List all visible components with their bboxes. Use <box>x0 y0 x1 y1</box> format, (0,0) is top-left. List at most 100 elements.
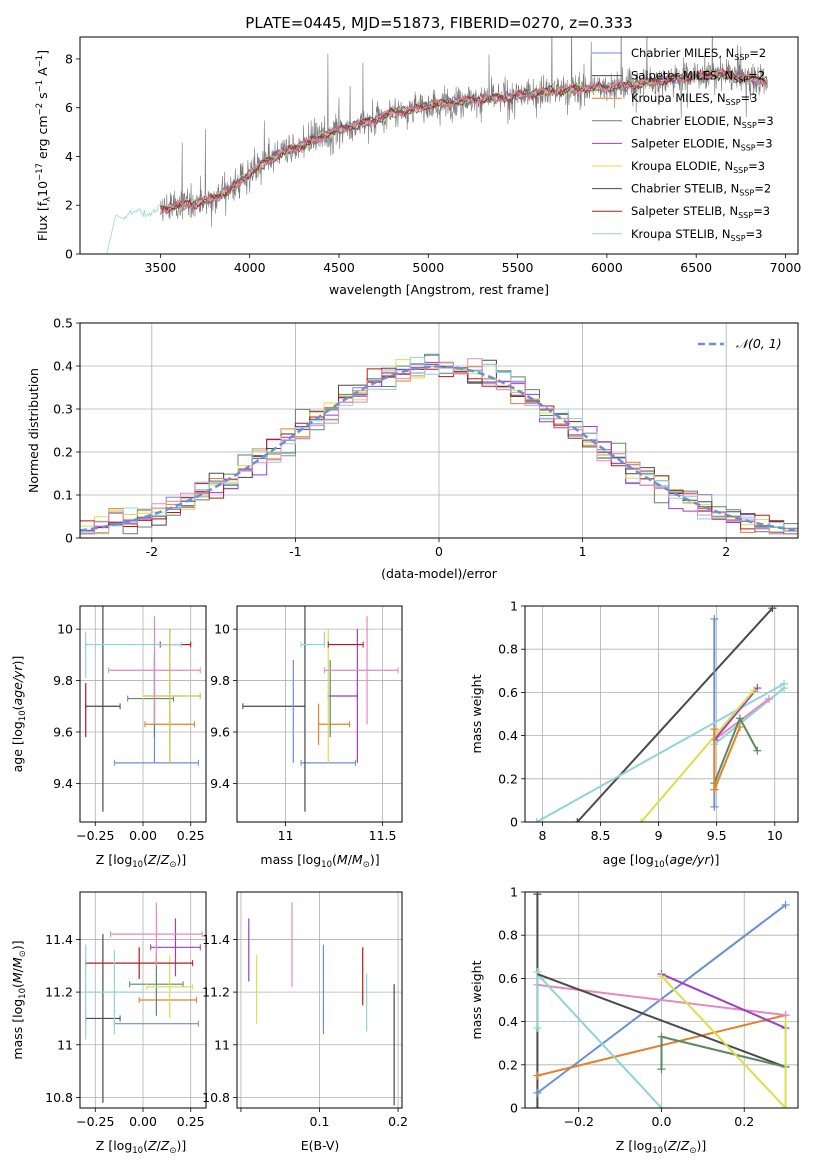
model-spectrum-line <box>160 67 768 214</box>
y-tick-label: 0.2 <box>498 771 518 786</box>
y-tick-label: 4 <box>65 149 73 164</box>
weight-series <box>739 717 762 755</box>
x-tick-label: 0.1 <box>310 1114 330 1129</box>
weight_vs_age-plot-area <box>532 606 789 822</box>
x-axis-label: (data-model)/error <box>381 566 498 581</box>
mass_vs_z-frame <box>79 891 207 1109</box>
x-tick-label: 0.00 <box>129 1114 157 1129</box>
mass_vs_ebv-plot-area <box>248 902 395 1106</box>
x-tick-label: 0 <box>435 544 443 559</box>
x-axis-label: Z [log10(Z/Z⊙)] <box>616 1138 706 1156</box>
errorbar-point <box>323 616 399 725</box>
legend-label: Chabrier MILES, NSSP=2 <box>631 46 766 62</box>
errorbar-point <box>327 641 364 648</box>
x-tick-label: 11 <box>278 828 294 843</box>
y-tick-label: 11.2 <box>45 985 73 1000</box>
weight-line <box>661 1035 786 1068</box>
y-tick-label: 0.3 <box>53 402 73 417</box>
weight-series <box>637 686 758 822</box>
x-tick-label: 4500 <box>323 260 355 275</box>
y-axis-label: Normed distribution <box>26 368 41 493</box>
weight-line <box>660 975 787 1108</box>
normal-curve-line <box>80 365 796 532</box>
y-tick-label: 9.6 <box>53 725 73 740</box>
age_vs_z-plot-area <box>85 606 201 812</box>
x-tick-label: 6500 <box>680 260 712 275</box>
model-spectrum-line <box>160 68 768 213</box>
errorbar-point <box>85 606 121 812</box>
y-axis-label: Flux [fλ10−17 erg cm−2 s−1 A−1] <box>35 50 53 241</box>
x-axis-label: age [log10(age/yr)] <box>603 852 720 870</box>
y-tick-label: 6 <box>65 100 73 115</box>
y-tick-label: 10 <box>57 622 73 637</box>
errorbar-point <box>85 641 182 648</box>
y-tick-label: 0.6 <box>498 685 518 700</box>
y-tick-label: 0.4 <box>498 1014 518 1029</box>
x-axis-label: E(B-V) <box>301 1138 340 1153</box>
y-tick-label: 10.8 <box>45 1090 73 1105</box>
x-tick-label: 6000 <box>591 260 623 275</box>
x-axis-label: wavelength [Angstrom, rest frame] <box>329 282 549 297</box>
weight-line <box>713 687 785 746</box>
spectrum-plot-area <box>106 37 768 254</box>
x-tick-label: -2 <box>146 544 158 559</box>
x-tick-label: 0.00 <box>129 828 157 843</box>
weight-series <box>661 1035 790 1071</box>
x-tick-label: 3500 <box>144 260 176 275</box>
y-axis-label: mass [log10(M/M⊙)] <box>10 940 28 1059</box>
errorbar-point <box>150 918 201 977</box>
x-tick-label: −0.2 <box>564 1114 594 1129</box>
weight-series <box>536 973 666 1108</box>
legend-label: Salpeter MILES, NSSP=2 <box>631 69 765 85</box>
y-tick-label: 0.1 <box>53 488 73 503</box>
y-tick-label: 9.4 <box>53 776 73 791</box>
weight-line <box>536 904 787 1094</box>
x-axis-label: Z [log10(Z/Z⊙)] <box>96 852 186 870</box>
legend-label: 𝒩(0, 1) <box>736 336 782 351</box>
weight_vs_age-axes: 8 8.5 9 9.5 10 0 0.2 0.4 0.6 0.8 1 <box>498 599 798 843</box>
weight-series <box>710 684 789 749</box>
weight-series <box>573 606 777 822</box>
legend-label: Salpeter STELIB, NSSP=3 <box>631 204 770 220</box>
weight-series <box>533 900 790 1097</box>
x-axis-label: Z [log10(Z/Z⊙)] <box>96 1138 186 1156</box>
x-tick-label: 5500 <box>502 260 534 275</box>
y-tick-label: 9.6 <box>210 725 230 740</box>
legend-label: Kroupa MILES, NSSP=3 <box>631 91 757 107</box>
weight-line <box>536 973 663 1108</box>
errorbar-point <box>142 629 201 763</box>
y-tick-label: 0.8 <box>498 928 518 943</box>
y-tick-label: 0 <box>65 247 73 262</box>
errorbar-point <box>110 902 203 966</box>
residuals-frame <box>79 322 799 539</box>
errorbar-point <box>327 629 358 763</box>
weight-line <box>713 698 770 741</box>
x-tick-label: 0.25 <box>177 1114 205 1129</box>
x-tick-label: 8 <box>538 828 546 843</box>
weight-line <box>661 973 786 1029</box>
errorbar-point <box>127 660 175 738</box>
y-tick-label: 0.6 <box>498 971 518 986</box>
y-tick-label: 10 <box>214 622 230 637</box>
weight_vs_age-frame <box>524 605 799 823</box>
y-tick-label: 1 <box>510 885 518 900</box>
x-tick-label: 4000 <box>234 260 266 275</box>
weight-series <box>532 679 789 822</box>
x-tick-label: 9 <box>655 828 663 843</box>
age_vs_mass-frame <box>236 605 403 823</box>
chart-title: PLATE=0445, MJD=51873, FIBERID=0270, z=0… <box>245 14 632 32</box>
legend-label: Chabrier ELODIE, NSSP=3 <box>631 114 774 130</box>
y-axis-label: mass weight <box>469 960 484 1039</box>
x-tick-label: 0.2 <box>388 1114 408 1129</box>
spectrum-axes: 3500 4000 4500 5000 5500 6000 6500 7000 0 2 4 6 8 <box>65 51 801 275</box>
x-tick-label: −0.25 <box>76 1114 114 1129</box>
errorbar-point <box>113 652 199 766</box>
errorbar-point <box>138 997 197 1003</box>
errorbar-point <box>317 703 351 745</box>
weight-line <box>739 717 759 752</box>
histogram-series <box>80 356 798 535</box>
weight-series <box>657 1032 666 1074</box>
y-tick-label: 8 <box>65 51 73 66</box>
y-tick-label: 0 <box>65 531 73 546</box>
